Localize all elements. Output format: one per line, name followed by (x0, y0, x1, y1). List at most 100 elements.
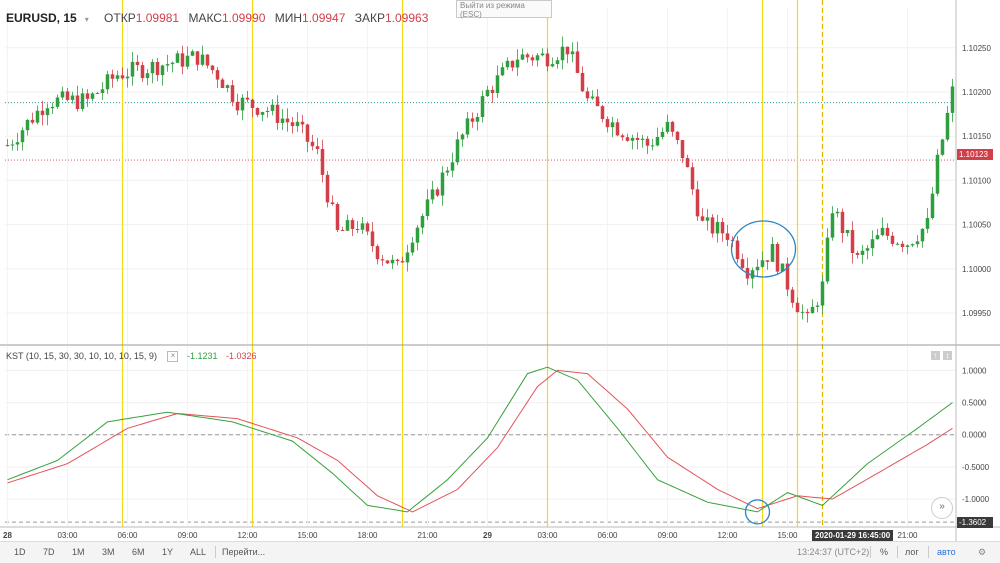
candle-body (865, 248, 870, 251)
close-icon[interactable]: × (167, 351, 179, 363)
candle-body (360, 223, 365, 230)
candle-body (80, 93, 85, 110)
pane-up-icon[interactable]: ↑ (931, 351, 940, 360)
time-tick-label: 03:00 (537, 531, 558, 540)
price-tick-label: 1.10000 (962, 265, 991, 274)
price-tick-label: 1.10150 (962, 132, 991, 141)
candle-body (885, 227, 890, 236)
candle-body (565, 46, 570, 55)
candle-body (585, 91, 590, 99)
time-tick-label: 06:00 (597, 531, 618, 540)
range-all[interactable]: ALL (190, 547, 207, 557)
time-tick-label: 12:00 (237, 531, 258, 540)
candle-body (115, 75, 120, 79)
candle-body (325, 174, 330, 203)
candle-body (575, 51, 580, 73)
pane-maximize-icon[interactable]: ↕ (943, 351, 952, 360)
candle-body (85, 93, 90, 99)
candle-body (150, 61, 155, 74)
candle-body (20, 130, 25, 143)
candle-body (235, 101, 240, 111)
vertical-marker-lines (121, 0, 824, 527)
candle-body (550, 64, 555, 67)
exit-mode-key: (ESC) (460, 10, 482, 19)
kst-legend: KST (10, 15, 30, 30, 10, 10, 10, 15, 9) … (6, 351, 257, 363)
time-tick-label: 03:00 (57, 531, 78, 540)
candle-body (275, 104, 280, 123)
chart-canvas[interactable]: 1.09950 1.10000 1.10050 1.10100 1.10150 1.102… (0, 0, 1000, 541)
candle-body (190, 51, 195, 56)
symbol-name[interactable]: EURUSD, 15 (6, 11, 77, 25)
candle-body (740, 259, 745, 268)
divider (870, 546, 871, 558)
candle-body (480, 96, 485, 118)
goto-date-button[interactable]: Перейти... (222, 547, 266, 557)
candle-body (545, 53, 550, 67)
candle-body (475, 117, 480, 122)
range-7d[interactable]: 7D (43, 547, 55, 557)
candle-body (755, 266, 760, 271)
candle-body (705, 217, 710, 221)
chevron-down-icon[interactable]: ▾ (84, 15, 89, 24)
candle-body (720, 222, 725, 234)
open-value: 1.09981 (135, 11, 180, 25)
candle-body (895, 243, 900, 245)
candle-body (525, 54, 530, 58)
range-1m[interactable]: 1M (72, 547, 85, 557)
candle-body (800, 311, 805, 313)
candle-body (855, 252, 860, 255)
candle-body (690, 167, 695, 190)
candle-body (375, 246, 380, 260)
candle-body (220, 79, 225, 89)
candlestick-series (5, 36, 955, 323)
candle-body (70, 95, 75, 100)
kst-name[interactable]: KST (10, 15, 30, 30, 10, 10, 10, 15, 9) (6, 351, 157, 361)
divider (928, 546, 929, 558)
auto-toggle[interactable]: авто (937, 547, 956, 557)
candle-body (770, 243, 775, 262)
open-label: ОТКР (104, 11, 136, 25)
range-3m[interactable]: 3M (102, 547, 115, 557)
range-1d[interactable]: 1D (14, 547, 26, 557)
candle-body (830, 213, 835, 238)
range-1y[interactable]: 1Y (162, 547, 174, 557)
candle-body (790, 289, 795, 303)
candle-body (405, 252, 410, 263)
candle-body (225, 85, 230, 89)
candle-body (645, 138, 650, 146)
log-toggle[interactable]: лог (905, 547, 919, 557)
high-value: 1.09990 (221, 11, 266, 25)
candle-body (50, 106, 55, 109)
candle-body (945, 112, 950, 140)
candle-body (435, 189, 440, 196)
kst-value-badge: -1.3602 (957, 517, 993, 528)
percent-toggle[interactable]: % (880, 547, 889, 557)
candle-body (205, 54, 210, 66)
candle-body (665, 121, 670, 132)
candle-body (835, 211, 840, 214)
candle-body (555, 60, 560, 65)
candle-body (670, 121, 675, 132)
current-price-badge: 1.10123 (957, 149, 993, 160)
exit-mode-tooltip[interactable]: Выйти из режима (ESC) (456, 0, 552, 19)
candle-body (595, 96, 600, 107)
candle-body (685, 158, 690, 168)
candle-body (815, 305, 820, 307)
time-tick-label: 18:00 (357, 531, 378, 540)
kst-value-green: -1.1231 (186, 351, 218, 361)
candle-body (700, 216, 705, 221)
candle-body (635, 137, 640, 140)
candle-body (500, 67, 505, 76)
kst-tick-label: -1.0000 (962, 495, 990, 504)
candle-body (535, 55, 540, 61)
candle-body (250, 99, 255, 108)
candle-body (775, 243, 780, 272)
kst-highlight-circle (744, 499, 771, 525)
settings-icon[interactable]: ⚙ (978, 547, 987, 557)
candle-body (230, 85, 235, 102)
candle-body (870, 239, 875, 249)
candle-body (485, 89, 490, 97)
range-6m[interactable]: 6M (132, 547, 145, 557)
scroll-to-realtime-icon[interactable]: » (931, 497, 953, 519)
candle-body (560, 46, 565, 61)
